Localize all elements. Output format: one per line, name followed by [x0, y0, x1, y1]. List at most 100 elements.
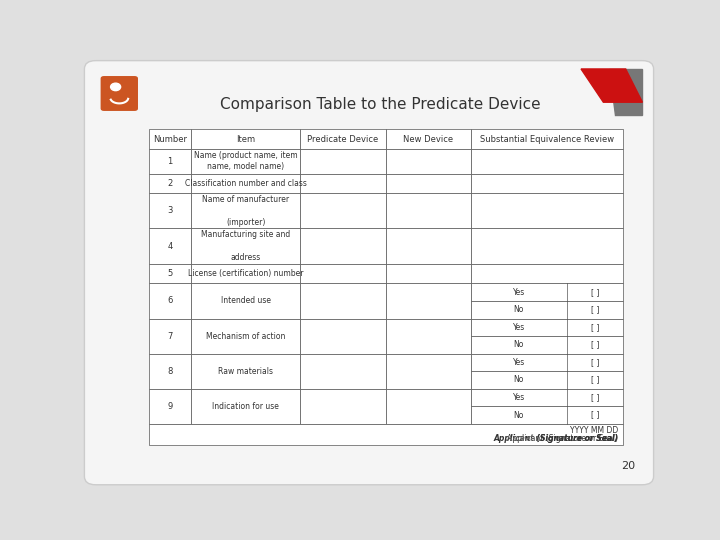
FancyBboxPatch shape	[84, 60, 654, 485]
Text: Yes: Yes	[513, 358, 525, 367]
Bar	[471, 173, 623, 193]
Bar	[148, 173, 192, 193]
Text: 20: 20	[621, 461, 636, 471]
Text: No: No	[514, 305, 524, 314]
Text: Predicate Device: Predicate Device	[307, 134, 379, 144]
Bar	[471, 319, 623, 336]
Bar	[471, 389, 623, 406]
Bar	[148, 193, 192, 228]
Polygon shape	[581, 69, 642, 102]
Bar	[300, 129, 386, 149]
Text: [ ]: [ ]	[590, 340, 599, 349]
Bar	[192, 129, 300, 149]
Bar	[471, 149, 623, 173]
Bar	[192, 228, 300, 264]
Bar	[300, 149, 386, 173]
Bar	[148, 129, 192, 149]
Text: Raw materials: Raw materials	[218, 367, 274, 376]
Bar	[471, 301, 623, 319]
Text: [ ]: [ ]	[590, 375, 599, 384]
Text: Yes: Yes	[513, 323, 525, 332]
Bar	[300, 389, 386, 424]
Bar	[148, 264, 192, 284]
Text: Applicant (Signature or Seal): Applicant (Signature or Seal)	[508, 434, 618, 443]
Text: Intended use: Intended use	[221, 296, 271, 306]
Text: No: No	[514, 340, 524, 349]
Bar	[192, 149, 300, 173]
Bar	[300, 264, 386, 284]
Bar	[192, 354, 300, 389]
Text: YYYY MM DD: YYYY MM DD	[570, 426, 618, 435]
Polygon shape	[609, 69, 642, 114]
Text: Mechanism of action: Mechanism of action	[206, 332, 286, 341]
Bar	[148, 228, 192, 264]
Bar	[386, 284, 471, 319]
Bar	[300, 193, 386, 228]
Text: 7: 7	[167, 332, 173, 341]
Text: Number: Number	[153, 134, 187, 144]
Text: [ ]: [ ]	[590, 288, 599, 296]
Bar	[386, 129, 471, 149]
Text: Item: Item	[236, 134, 256, 144]
Text: Yes: Yes	[513, 288, 525, 296]
Bar	[148, 319, 192, 354]
Bar	[192, 264, 300, 284]
Bar	[471, 371, 623, 389]
Bar	[471, 354, 623, 371]
Text: (Signature or Seal): (Signature or Seal)	[505, 434, 618, 443]
Text: 9: 9	[167, 402, 173, 411]
Bar	[386, 354, 471, 389]
Bar	[148, 389, 192, 424]
Bar	[192, 284, 300, 319]
Text: Name (product name, item
name, model name): Name (product name, item name, model nam…	[194, 151, 297, 171]
Text: [ ]: [ ]	[590, 305, 599, 314]
Bar	[471, 406, 623, 424]
Text: Comparison Table to the Predicate Device: Comparison Table to the Predicate Device	[220, 97, 541, 112]
Text: 8: 8	[167, 367, 173, 376]
Bar	[192, 389, 300, 424]
Text: Indication for use: Indication for use	[212, 402, 279, 411]
Text: No: No	[514, 375, 524, 384]
Text: New Device: New Device	[403, 134, 454, 144]
Bar	[300, 284, 386, 319]
Text: 1: 1	[167, 157, 173, 166]
Bar	[148, 354, 192, 389]
Text: [ ]: [ ]	[590, 323, 599, 332]
Bar	[192, 173, 300, 193]
Bar	[471, 228, 623, 264]
Bar	[148, 149, 192, 173]
Text: 2: 2	[167, 179, 173, 188]
Bar	[471, 336, 623, 354]
Text: Applicant (                  ): Applicant ( )	[531, 434, 618, 443]
Text: License (certification) number: License (certification) number	[188, 269, 304, 278]
FancyBboxPatch shape	[101, 76, 138, 111]
Text: Applicant (Signature or Seal): Applicant (Signature or Seal)	[507, 434, 618, 443]
Bar	[386, 389, 471, 424]
Text: 3: 3	[167, 206, 173, 215]
Bar	[471, 193, 623, 228]
Bar	[386, 319, 471, 354]
Bar	[300, 228, 386, 264]
Bar	[471, 264, 623, 284]
Bar	[386, 173, 471, 193]
Bar	[300, 319, 386, 354]
Bar	[471, 129, 623, 149]
Text: No: No	[514, 410, 524, 420]
Bar	[386, 264, 471, 284]
Text: Applicant (Signature or Seal): Applicant (Signature or Seal)	[493, 434, 618, 443]
Text: [ ]: [ ]	[590, 358, 599, 367]
Text: Manufacturing site and

address: Manufacturing site and address	[201, 231, 290, 262]
Bar	[192, 319, 300, 354]
Bar	[300, 354, 386, 389]
Text: Name of manufacturer

(importer): Name of manufacturer (importer)	[202, 195, 289, 226]
Bar	[148, 284, 192, 319]
Text: Classification number and class: Classification number and class	[185, 179, 307, 188]
Bar	[386, 228, 471, 264]
Text: [ ]: [ ]	[590, 410, 599, 420]
Text: Yes: Yes	[513, 393, 525, 402]
Bar	[192, 193, 300, 228]
Circle shape	[111, 83, 121, 91]
Bar	[386, 193, 471, 228]
Text: 4: 4	[167, 241, 173, 251]
Text: 6: 6	[167, 296, 173, 306]
